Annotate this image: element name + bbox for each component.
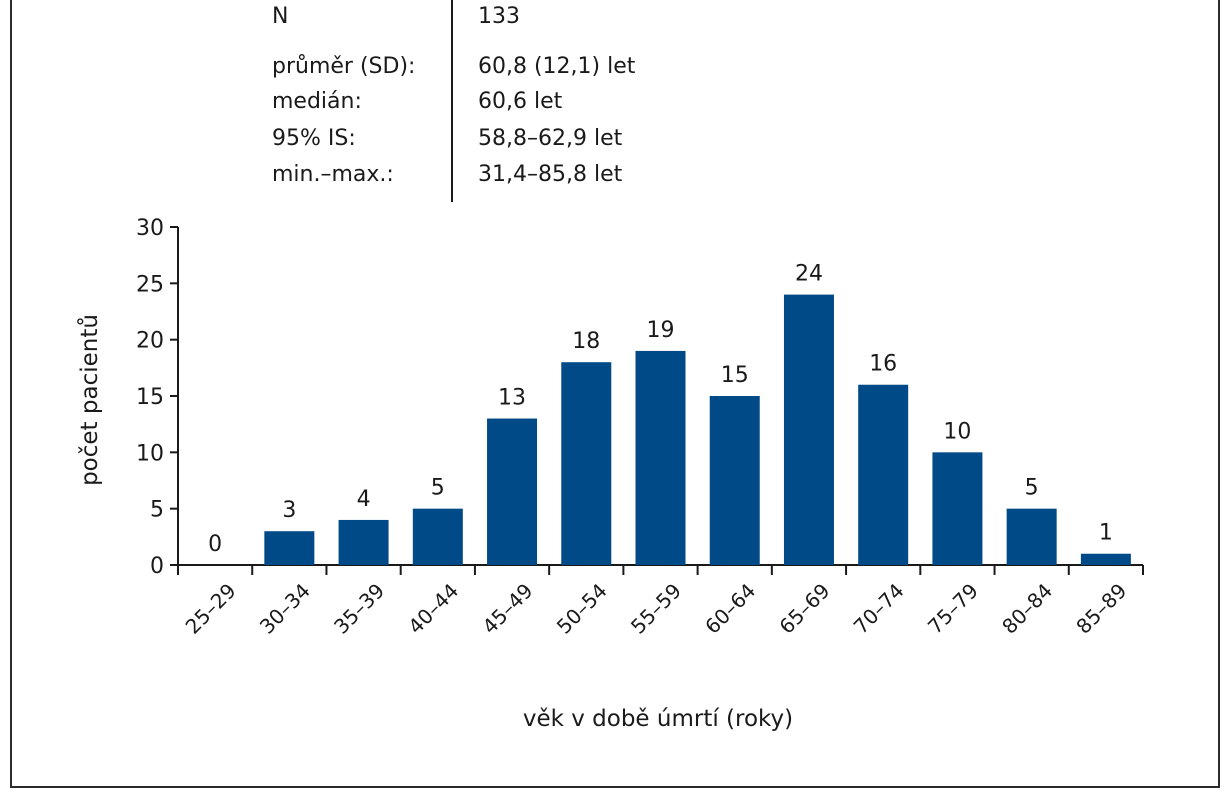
bar bbox=[709, 396, 760, 565]
bar bbox=[561, 362, 612, 565]
x-tick-label: 50–54 bbox=[552, 579, 612, 639]
y-tick-label: 25 bbox=[136, 272, 164, 297]
x-tick-label: 60–64 bbox=[700, 579, 760, 639]
stat-label-mean: průměr (SD): bbox=[272, 54, 416, 79]
x-tick-label: 70–74 bbox=[849, 579, 909, 639]
x-tick-label: 80–84 bbox=[997, 579, 1057, 639]
bar bbox=[635, 350, 686, 565]
stat-label-n: N bbox=[272, 4, 289, 29]
x-tick-label: 55–59 bbox=[626, 579, 686, 639]
stat-value-n: 133 bbox=[478, 4, 520, 29]
x-tick-label: 75–79 bbox=[923, 579, 983, 639]
stats-table: N 133 průměr (SD): 60,8 (12,1) let mediá… bbox=[0, 0, 1229, 210]
bar bbox=[264, 531, 315, 565]
bar bbox=[858, 384, 909, 565]
bar bbox=[412, 508, 463, 565]
x-tick-label: 65–69 bbox=[774, 579, 834, 639]
bar bbox=[1006, 508, 1057, 565]
stat-label-range: min.–max.: bbox=[272, 162, 394, 187]
bar-value-label: 13 bbox=[498, 386, 526, 411]
y-tick-label: 20 bbox=[136, 329, 164, 354]
x-tick-label: 40–44 bbox=[403, 579, 463, 639]
x-axis-title: věk v době úmrtí (roky) bbox=[523, 706, 793, 732]
bar-value-label: 19 bbox=[647, 318, 675, 343]
bar-value-label: 3 bbox=[282, 498, 296, 523]
x-tick-label: 25–29 bbox=[181, 579, 241, 639]
bar-value-labels: 0 3 4 5 13 18 19 15 24 16 10 5 1 bbox=[208, 262, 1113, 557]
stat-value-mean: 60,8 (12,1) let bbox=[478, 54, 636, 79]
bar-value-label: 24 bbox=[795, 262, 823, 287]
x-tick-label: 30–34 bbox=[255, 579, 315, 639]
stat-label-median: medián: bbox=[272, 89, 362, 114]
stats-divider bbox=[451, 0, 453, 202]
bar-value-label: 5 bbox=[1025, 476, 1039, 501]
y-tick-label: 30 bbox=[136, 216, 164, 241]
figure-frame bbox=[10, 0, 1220, 788]
bar-value-label: 18 bbox=[572, 329, 600, 354]
bar-value-label: 4 bbox=[357, 487, 371, 512]
bar-value-label: 16 bbox=[869, 352, 897, 377]
bar bbox=[932, 452, 983, 565]
bar bbox=[487, 418, 538, 565]
x-tick-label: 45–49 bbox=[478, 579, 538, 639]
bars bbox=[264, 294, 1131, 565]
y-tick-label: 5 bbox=[150, 498, 164, 523]
bar bbox=[1080, 553, 1131, 565]
bar-value-label: 0 bbox=[208, 532, 222, 557]
x-axis bbox=[177, 564, 1144, 575]
y-axis-title: počet pacientů bbox=[76, 314, 103, 486]
bar-value-label: 1 bbox=[1099, 521, 1113, 546]
stat-value-ci: 58,8–62,9 let bbox=[478, 126, 623, 151]
bar-value-label: 15 bbox=[721, 363, 749, 388]
y-tick-label: 0 bbox=[150, 554, 164, 579]
bar bbox=[783, 294, 834, 565]
bar-value-label: 10 bbox=[943, 419, 971, 444]
y-tick-label: 10 bbox=[136, 441, 164, 466]
stat-label-ci: 95% IS: bbox=[272, 126, 356, 151]
y-tick-label: 15 bbox=[136, 385, 164, 410]
x-tick-label: 35–39 bbox=[329, 579, 389, 639]
x-tick-label: 85–89 bbox=[1071, 579, 1131, 639]
x-tick-labels: 25–29 30–34 35–39 40–44 45–49 50–54 55–59 60–64… bbox=[181, 579, 1132, 639]
stat-value-median: 60,6 let bbox=[478, 89, 563, 114]
stat-value-range: 31,4–85,8 let bbox=[478, 162, 623, 187]
y-axis: 0 5 10 15 20 25 30 bbox=[136, 216, 179, 579]
bar bbox=[338, 519, 389, 565]
bar-value-label: 5 bbox=[431, 476, 445, 501]
